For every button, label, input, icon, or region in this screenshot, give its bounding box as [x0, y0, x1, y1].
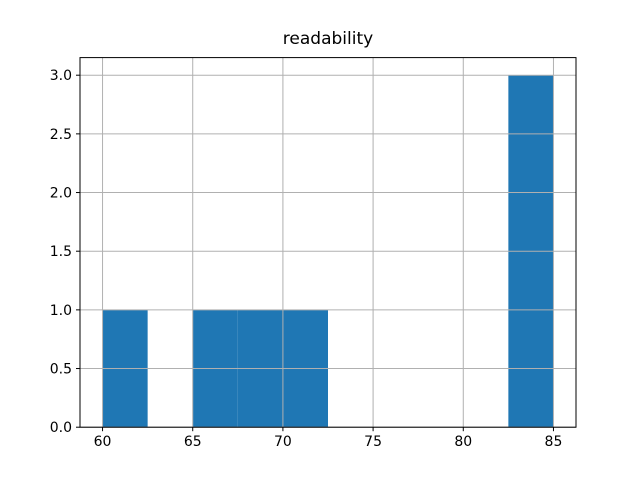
- plot-area: 60 65 70 75 80 85 0.0 0.5 1.0 1.5 2.0 2.5 3.0: [50, 57, 577, 450]
- axes-frame: [79, 57, 577, 428]
- x-tick-label: 60: [94, 434, 112, 450]
- y-tick-label: 3.0: [50, 68, 72, 84]
- y-tick-label: 1.0: [50, 303, 72, 319]
- x-tick-label: 70: [274, 434, 292, 450]
- x-tick-label: 65: [184, 434, 202, 450]
- x-tick-label: 75: [364, 434, 382, 450]
- y-tick-label: 0.0: [50, 420, 72, 436]
- x-tick-label: 80: [454, 434, 472, 450]
- chart-title: readability: [283, 29, 373, 49]
- y-tick-label: 0.5: [50, 362, 72, 378]
- y-tick-label: 2.0: [50, 186, 72, 202]
- x-tick-label: 85: [545, 434, 563, 450]
- y-tick-label: 1.5: [50, 244, 72, 260]
- y-tick-label: 2.5: [50, 127, 72, 143]
